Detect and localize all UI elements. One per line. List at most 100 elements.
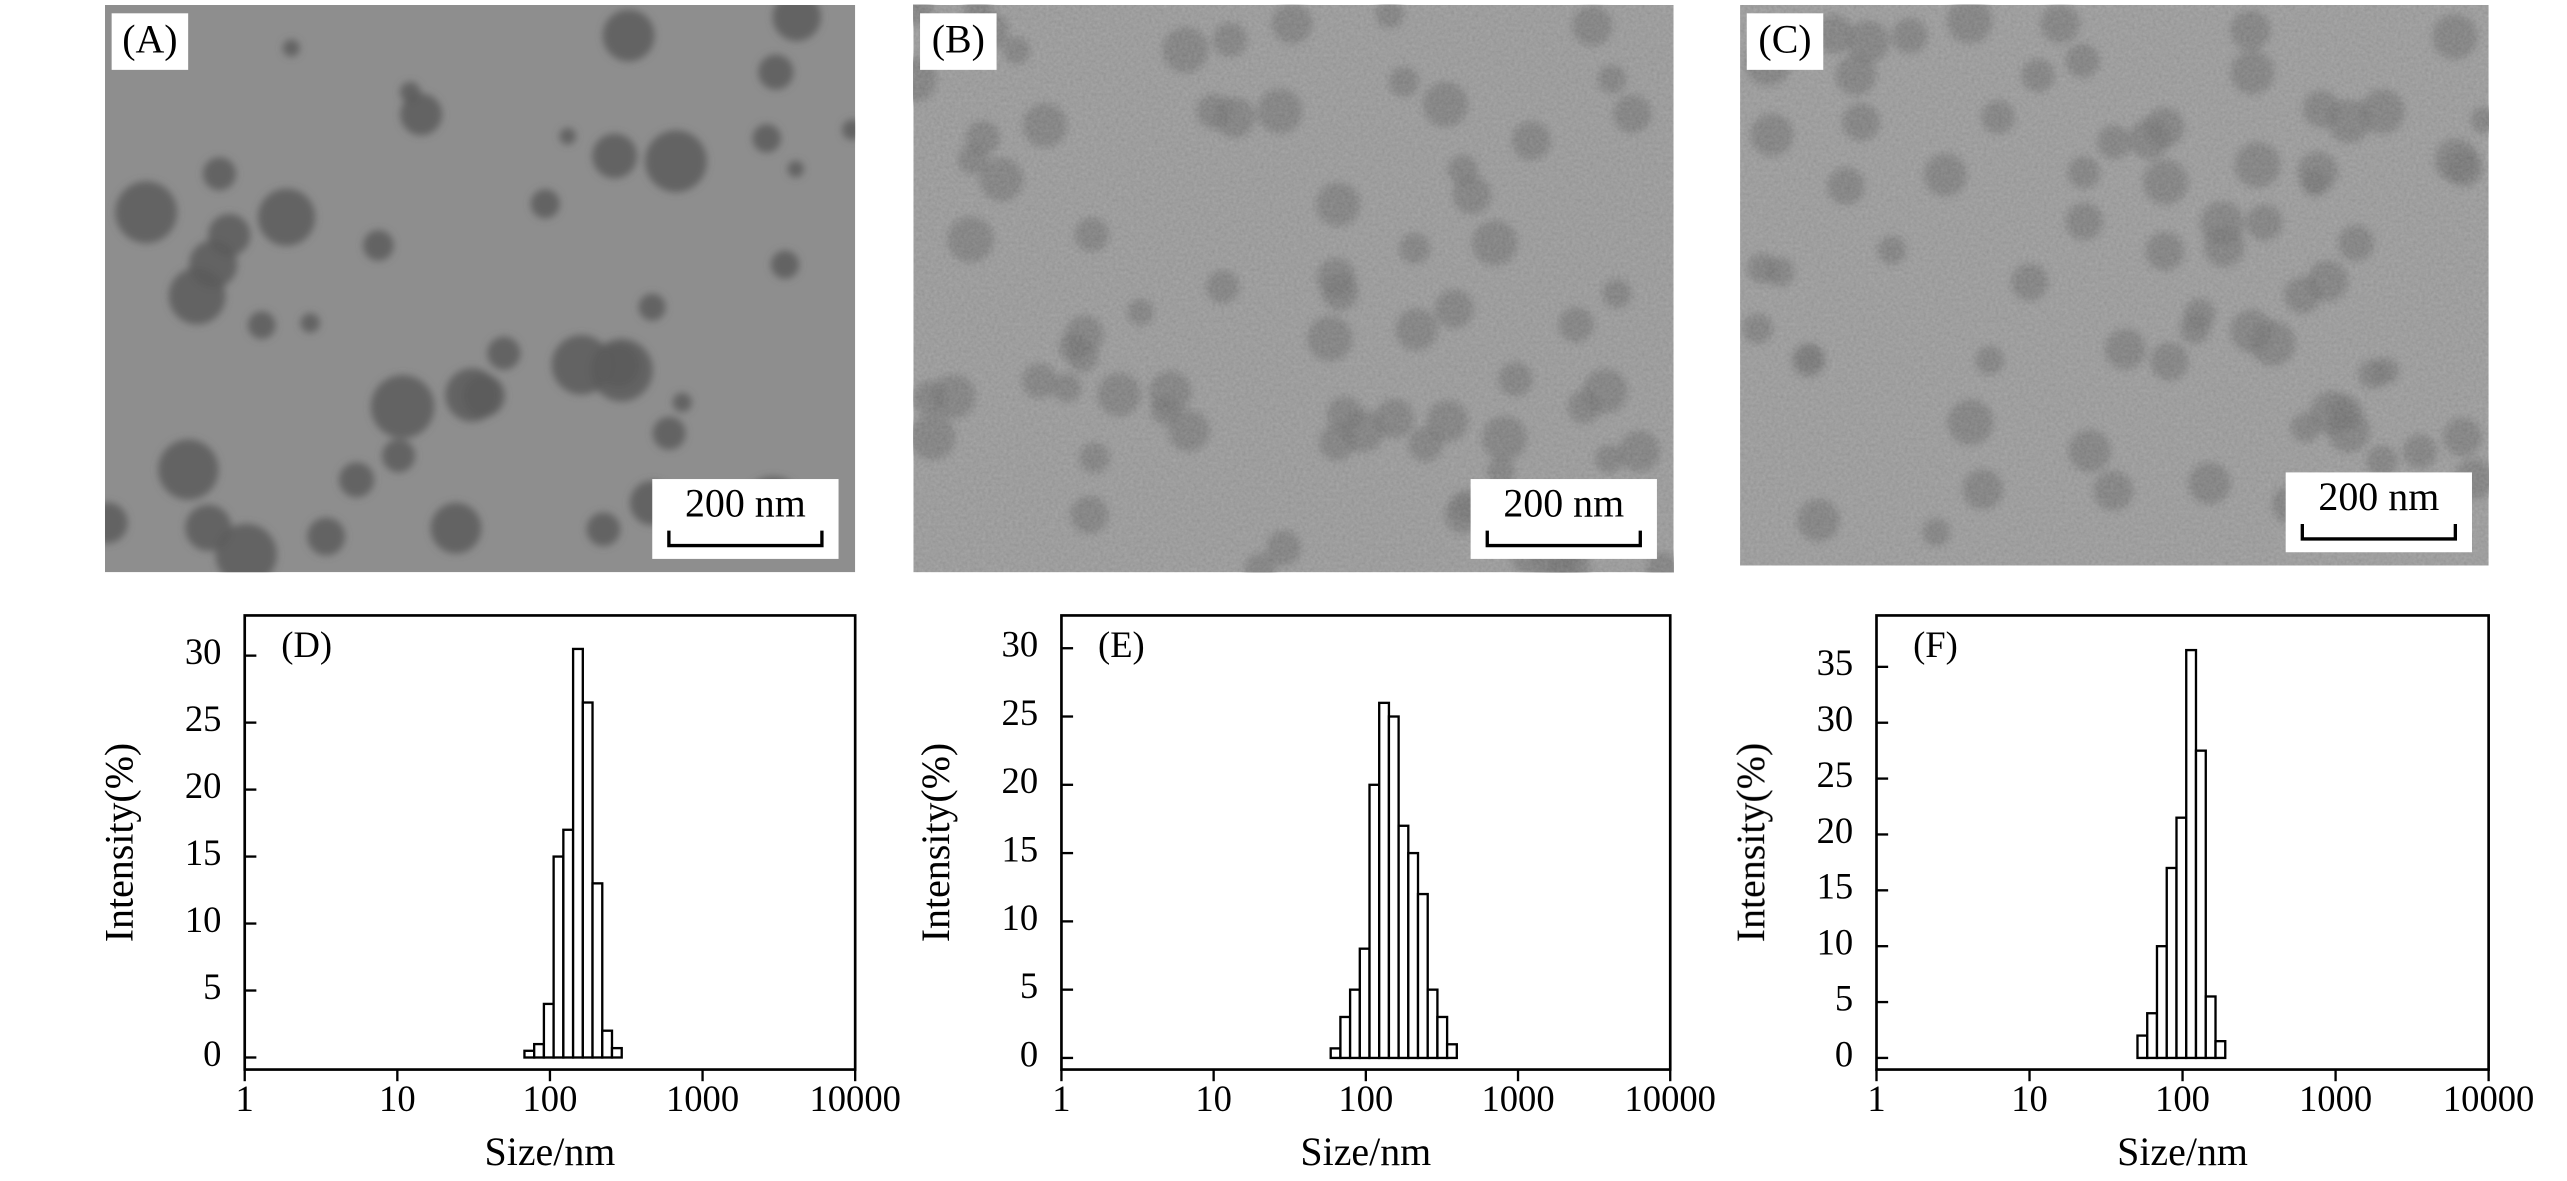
bar xyxy=(1436,1015,1449,1060)
bar xyxy=(2146,1012,2159,1060)
bar xyxy=(523,1049,536,1059)
scale-bar xyxy=(1485,530,1642,548)
bar xyxy=(533,1042,546,1059)
bar xyxy=(1426,988,1439,1060)
label-box xyxy=(920,13,997,70)
image-content xyxy=(104,4,856,573)
bar xyxy=(2214,1040,2227,1060)
particle xyxy=(338,462,375,498)
y-tick-label: 5 xyxy=(1020,965,1038,1006)
plot-frame xyxy=(243,614,857,1071)
bar xyxy=(610,1046,623,1059)
particles xyxy=(104,4,856,573)
particle xyxy=(247,311,276,340)
particle xyxy=(257,188,316,246)
y-tick-label: 25 xyxy=(185,698,222,739)
tem-image: (B) 200 nm xyxy=(913,4,1674,573)
x-tick-label: 10 xyxy=(2011,1078,2048,1119)
y-tick-label: 5 xyxy=(203,966,221,1007)
noise xyxy=(1740,4,2489,566)
y-tick-label: 15 xyxy=(1817,866,1854,907)
particle xyxy=(115,181,178,244)
bar xyxy=(2204,995,2217,1060)
x-tick-label: 1 xyxy=(236,1078,254,1119)
panel-label: (A) xyxy=(122,16,177,61)
x-axis-label: Size/nm xyxy=(485,1129,616,1174)
bar xyxy=(2175,816,2188,1060)
bar xyxy=(2185,648,2198,1060)
annotation: (E) xyxy=(1098,624,1145,665)
noise xyxy=(913,4,1674,573)
particle xyxy=(787,160,805,178)
bar xyxy=(552,855,565,1059)
particle xyxy=(592,133,638,179)
bar xyxy=(1348,988,1361,1060)
particle xyxy=(772,4,821,42)
bar xyxy=(1387,715,1400,1060)
x-tick-label: 100 xyxy=(523,1078,578,1119)
bar xyxy=(1358,947,1371,1060)
image-background xyxy=(104,4,856,573)
y-tick-label: 30 xyxy=(1817,698,1854,739)
label-box xyxy=(1746,13,1824,70)
y-axis-label: Intensity(%) xyxy=(96,743,141,942)
particle xyxy=(399,81,421,103)
y-tick-label: 10 xyxy=(1817,922,1854,963)
y-tick-label: 5 xyxy=(1835,977,1853,1018)
y-axis-label: Intensity(%) xyxy=(1728,743,1773,942)
bar xyxy=(1416,892,1429,1060)
x-tick-label: 1000 xyxy=(2299,1078,2372,1119)
bar xyxy=(1329,1047,1342,1060)
y-tick-label: 20 xyxy=(1817,810,1854,851)
y-tick-label: 10 xyxy=(185,899,222,940)
x-tick-label: 10000 xyxy=(809,1078,900,1119)
particle xyxy=(758,54,794,90)
bar xyxy=(1378,701,1391,1060)
bar xyxy=(542,1002,555,1059)
label-box xyxy=(111,13,189,70)
x-tick-label: 10000 xyxy=(1625,1078,1716,1119)
x-tick-label: 1000 xyxy=(666,1078,739,1119)
chart: 0 5 10 15 20 25 30 1 10 100 1000 10000 (E) Size/nm Int… xyxy=(913,614,1716,1174)
tem-image: (A) 200 nm xyxy=(104,4,856,573)
y-axis-label: Intensity(%) xyxy=(913,743,958,942)
x-tick-label: 1 xyxy=(1867,1078,1885,1119)
particle xyxy=(645,130,707,193)
chart: 0 5 10 15 20 25 30 1 10 100 1000 10000 (D) Size/nm Int… xyxy=(96,614,901,1174)
image-content xyxy=(913,4,1674,573)
bar xyxy=(1407,851,1420,1060)
y-tick-label: 20 xyxy=(1002,760,1039,801)
bar xyxy=(1445,1043,1458,1060)
y-tick-label: 10 xyxy=(1002,897,1039,938)
y-tick-label: 30 xyxy=(185,631,222,672)
y-tick-label: 35 xyxy=(1817,642,1854,683)
scale-bar-label: 200 nm xyxy=(2318,474,2439,519)
particle xyxy=(189,240,238,289)
bar xyxy=(2194,749,2207,1060)
particle xyxy=(400,93,443,136)
y-tick-label: 0 xyxy=(1835,1033,1853,1074)
particle xyxy=(842,119,856,141)
scale-bar-label: 200 nm xyxy=(1503,480,1624,525)
particle xyxy=(672,392,692,413)
y-tick-label: 30 xyxy=(1002,624,1039,665)
y-tick-label: 0 xyxy=(203,1033,221,1074)
bar xyxy=(2136,1034,2149,1060)
bar xyxy=(2165,866,2178,1060)
particle xyxy=(652,416,686,450)
particle xyxy=(370,374,435,439)
particle xyxy=(104,502,128,544)
bar xyxy=(1397,824,1410,1060)
particle xyxy=(770,250,800,279)
particle xyxy=(638,293,666,321)
x-tick-label: 100 xyxy=(1338,1078,1393,1119)
chart: 0 5 10 15 20 25 30 35 1 10 100 1000 10000 (F) Size/nm I… xyxy=(1728,614,2534,1174)
y-tick-label: 25 xyxy=(1002,692,1039,733)
particle xyxy=(487,336,521,370)
particle xyxy=(445,368,499,422)
annotation: (F) xyxy=(1913,624,1958,665)
particle xyxy=(602,9,655,62)
y-tick-label: 0 xyxy=(1020,1033,1038,1074)
